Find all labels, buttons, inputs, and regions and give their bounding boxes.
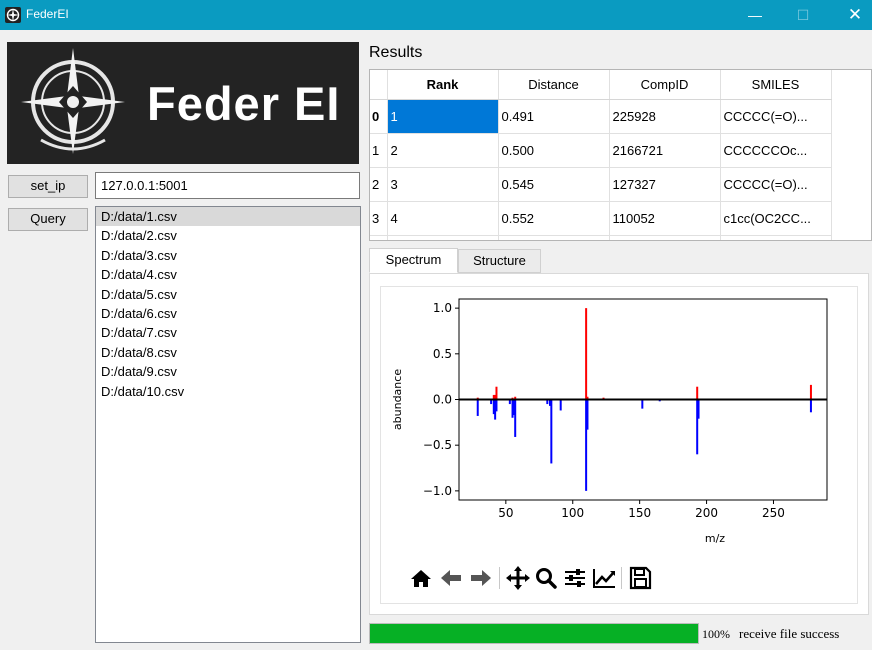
table-cell[interactable]: 127327 [609,167,721,202]
file-list[interactable]: D:/data/1.csv D:/data/2.csv D:/data/3.cs… [95,206,361,643]
federei-logo-icon [5,7,21,23]
table-cell[interactable]: 110052 [609,201,721,236]
column-header-smiles[interactable]: SMILES [720,70,832,100]
forward-icon[interactable] [467,563,495,593]
list-item[interactable]: D:/data/5.csv [101,286,177,302]
table-cell[interactable] [720,235,832,240]
x-tick-label: 150 [628,506,651,520]
table-cell[interactable] [609,235,721,240]
column-header-distance[interactable]: Distance [498,70,610,100]
table-cell[interactable]: 4 [387,201,499,236]
results-label: Results [369,44,423,61]
edit-curve-icon[interactable] [590,563,618,593]
table-cell[interactable]: CCCCC(=O)... [720,167,832,202]
row-header[interactable]: 1 [370,133,388,168]
save-icon[interactable] [626,563,654,593]
x-tick-label: 250 [762,506,785,520]
table-cell[interactable] [387,235,499,240]
row-header[interactable] [370,235,388,240]
zoom-icon[interactable] [532,563,560,593]
y-tick-label: −1.0 [423,484,452,498]
table-cell[interactable]: CCCCCCOc... [720,133,832,168]
y-tick-label: 0.0 [433,393,452,407]
back-icon[interactable] [437,563,465,593]
table-row[interactable]: 0 1 0.491 225928 CCCCC(=O)... [370,99,832,134]
table-cell[interactable]: 0.552 [498,201,610,236]
spectrum-chart[interactable]: 50 100 150 200 250 −1.0 −0.5 0.0 0.5 1.0 m/z abunda… [381,287,859,555]
toolbar-separator [499,567,500,589]
progress-percent: 100% [702,627,730,641]
row-header[interactable]: 3 [370,201,388,236]
list-item[interactable]: D:/data/2.csv [101,228,177,244]
list-item[interactable]: D:/data/1.csv [96,207,360,227]
x-tick-label: 100 [561,506,584,520]
window-title: FederEI [26,7,69,21]
table-cell[interactable]: 0.491 [498,99,610,134]
table-cell[interactable]: 2 [387,133,499,168]
table-cell[interactable]: 1 [387,99,499,134]
list-item[interactable]: D:/data/8.csv [101,344,177,360]
y-axis-label: abundance [391,369,404,430]
y-tick-label: 1.0 [433,301,452,315]
table-cell[interactable]: CCCCC(=O)... [720,99,832,134]
table-row[interactable]: 3 4 0.552 110052 c1cc(OC2CC... [370,201,832,236]
compass-logo-icon [21,48,125,154]
x-tick-label: 50 [498,506,513,520]
ip-input[interactable] [95,172,360,199]
status-message: receive file success [739,626,840,641]
row-header[interactable]: 2 [370,167,388,202]
toolbar-separator [621,567,622,589]
table-cell[interactable] [498,235,610,240]
table-cell[interactable]: 225928 [609,99,721,134]
spectrum-pane: 50 100 150 200 250 −1.0 −0.5 0.0 0.5 1.0 m/z abunda… [369,273,869,615]
table-row[interactable]: 1 2 0.500 2166721 CCCCCCOc... [370,133,832,168]
list-item[interactable]: D:/data/7.csv [101,325,177,341]
list-item[interactable]: D:/data/10.csv [101,383,185,399]
table-row[interactable]: 2 3 0.545 127327 CCCCC(=O)... [370,167,832,202]
table-cell[interactable]: 3 [387,167,499,202]
progress-bar [369,623,699,644]
progress-fill [370,624,698,643]
set-ip-button[interactable]: set_ip [8,175,88,198]
title-bar: FederEI — ☐ ✕ [0,0,872,30]
list-item[interactable]: D:/data/3.csv [101,247,177,263]
x-tick-label: 200 [695,506,718,520]
home-icon[interactable] [407,563,435,593]
table-cell[interactable]: 0.500 [498,133,610,168]
configure-icon[interactable] [561,563,589,593]
minimize-button[interactable]: — [748,7,762,23]
logo-text: Feder EI [147,77,341,130]
logo-banner: Feder EI [7,42,359,164]
column-header-rank[interactable]: Rank [387,70,499,100]
results-table[interactable]: Rank Distance CompID SMILES 0 1 0.491 22… [369,69,872,241]
close-button[interactable]: ✕ [847,5,863,24]
column-header-compid[interactable]: CompID [609,70,721,100]
list-item[interactable]: D:/data/4.csv [101,267,177,283]
list-item[interactable]: D:/data/9.csv [101,364,177,380]
query-button[interactable]: Query [8,208,88,231]
table-cell[interactable]: 0.545 [498,167,610,202]
y-tick-label: 0.5 [433,347,452,361]
maximize-button[interactable]: ☐ [796,7,810,23]
tab-structure[interactable]: Structure [458,249,541,273]
row-header[interactable]: 0 [370,99,388,134]
pan-icon[interactable] [504,563,532,593]
table-cell[interactable]: c1cc(OC2CC... [720,201,832,236]
list-item[interactable]: D:/data/6.csv [101,305,177,321]
plot-canvas[interactable]: 50 100 150 200 250 −1.0 −0.5 0.0 0.5 1.0 m/z abunda… [380,286,858,604]
y-tick-label: −0.5 [423,438,452,452]
x-axis-label: m/z [705,532,725,545]
corner-header [370,70,388,100]
table-cell[interactable]: 2166721 [609,133,721,168]
tab-spectrum[interactable]: Spectrum [369,248,458,273]
table-row[interactable] [370,235,832,240]
